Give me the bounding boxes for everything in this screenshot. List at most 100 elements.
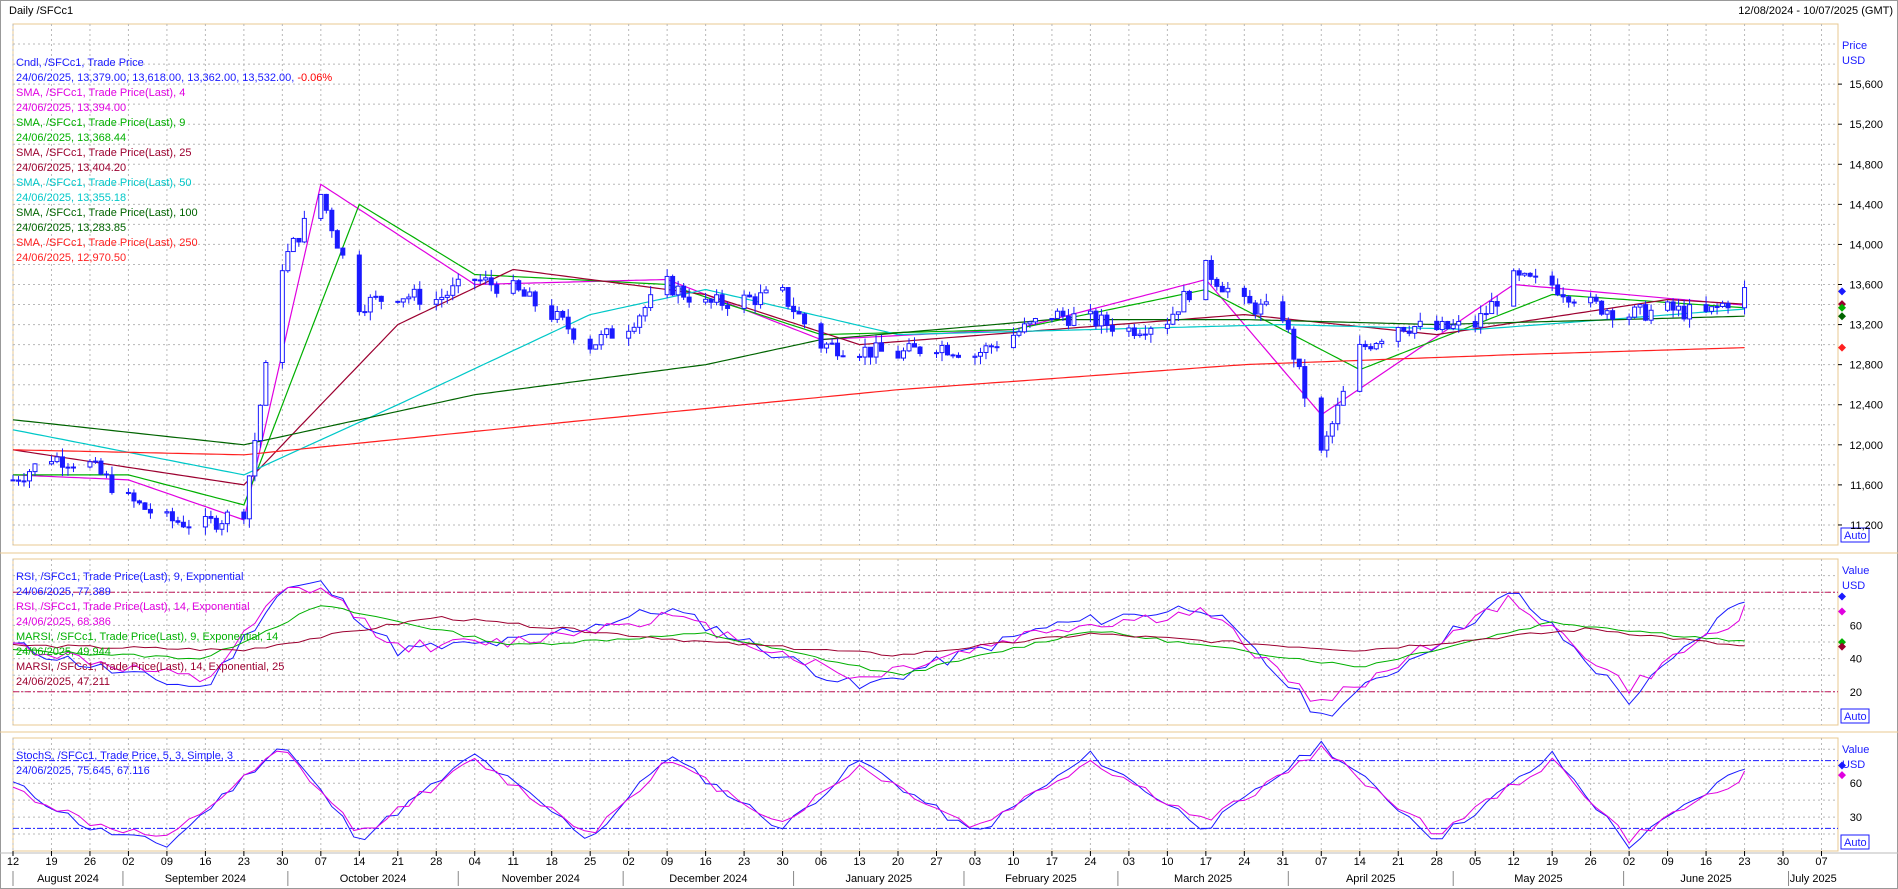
value-marker bbox=[1838, 343, 1846, 352]
candle-body bbox=[1021, 323, 1027, 333]
candle-body bbox=[950, 354, 956, 357]
stoch-d-line bbox=[12, 744, 1746, 844]
candle-body bbox=[1098, 314, 1104, 327]
candle-body bbox=[1632, 306, 1638, 318]
candle-body bbox=[1071, 313, 1077, 326]
candle-body bbox=[48, 461, 54, 465]
candle-body bbox=[1373, 343, 1379, 350]
rsi-tick-label: 60 bbox=[1850, 620, 1862, 632]
x-tick-label: 18 bbox=[546, 856, 558, 868]
candle-body bbox=[1258, 303, 1264, 315]
candle-body bbox=[1181, 290, 1187, 313]
price-tick-label: 15,200 bbox=[1849, 119, 1883, 131]
candle-body bbox=[895, 350, 901, 359]
candle-body bbox=[1060, 310, 1066, 317]
candle-body bbox=[631, 326, 637, 332]
candle-body bbox=[1742, 287, 1748, 309]
candle-body bbox=[1610, 310, 1616, 320]
candle-body bbox=[417, 288, 423, 305]
candle-body bbox=[521, 289, 527, 297]
last-value-markers bbox=[1838, 287, 1846, 780]
candle-body bbox=[708, 298, 714, 303]
x-tick-label: 16 bbox=[699, 856, 711, 868]
candle-body bbox=[1340, 390, 1346, 406]
candle-body bbox=[725, 304, 731, 309]
rsi-legend-line: 24/06/2025, 47.211 bbox=[16, 676, 110, 688]
candle-body bbox=[1049, 317, 1055, 320]
price-axis-title: Price bbox=[1842, 40, 1867, 52]
rsi-legend-line: RSI, /SFCc1, Trade Price(Last), 14, Expo… bbox=[16, 601, 250, 613]
candle-body bbox=[70, 466, 76, 469]
stoch-auto-button[interactable]: Auto bbox=[1840, 834, 1870, 850]
chart-header-right: 12/08/2024 - 10/07/2025 (GMT) bbox=[1738, 5, 1893, 17]
candle-body bbox=[290, 237, 296, 253]
x-tick-label: 19 bbox=[45, 856, 57, 868]
price-axis-ticks: 15,600 15,200 14,800 14,400 14,000 13,600 13,2… bbox=[1838, 79, 1883, 532]
candle-body bbox=[1676, 305, 1682, 311]
candle-body bbox=[1302, 366, 1308, 399]
x-tick-label: 30 bbox=[776, 856, 788, 868]
rsi-axis-unit: USD bbox=[1842, 580, 1865, 592]
x-tick-label: 17 bbox=[1046, 856, 1058, 868]
candle-body bbox=[835, 342, 841, 357]
x-tick-label: 02 bbox=[122, 856, 134, 868]
candle-body bbox=[224, 511, 230, 525]
candle-body bbox=[208, 516, 214, 519]
candle-body bbox=[664, 275, 670, 296]
candle-body bbox=[554, 310, 560, 320]
rsi-axis-title: Value bbox=[1842, 565, 1869, 577]
candle-body bbox=[411, 288, 417, 298]
candle-body bbox=[32, 463, 38, 473]
sma-25-line bbox=[12, 268, 1745, 486]
value-marker bbox=[1838, 642, 1846, 651]
rsi-legend-line: 24/06/2025, 68.386 bbox=[16, 616, 111, 628]
price-legend-line: SMA, /SFCc1, Trade Price(Last), 25 bbox=[16, 147, 191, 159]
x-tick-label: 14 bbox=[353, 856, 365, 868]
stoch-auto-label: Auto bbox=[1844, 837, 1867, 849]
candle-body bbox=[1395, 326, 1401, 342]
rsi-14-line bbox=[12, 586, 1746, 702]
chart-header-left: Daily /SFCc1 bbox=[9, 5, 73, 17]
x-tick-label: 24 bbox=[1238, 856, 1250, 868]
candle-body bbox=[202, 516, 208, 528]
price-legend-line: SMA, /SFCc1, Trade Price(Last), 100 bbox=[16, 207, 198, 219]
candle-body bbox=[54, 456, 60, 463]
price-auto-label: Auto bbox=[1844, 530, 1867, 542]
stoch-k-line bbox=[12, 740, 1745, 849]
candle-body bbox=[1637, 304, 1643, 308]
candle-body bbox=[367, 296, 373, 313]
candle-body bbox=[125, 491, 131, 494]
candle-body bbox=[516, 280, 522, 291]
value-marker bbox=[1838, 638, 1846, 647]
price-legend-line: 24/06/2025, 12,970.50 bbox=[16, 252, 126, 264]
candle-body bbox=[334, 230, 340, 249]
candle-body bbox=[180, 521, 186, 528]
month-label: November 2024 bbox=[502, 873, 580, 885]
candle-body bbox=[21, 480, 27, 483]
value-marker bbox=[1838, 303, 1846, 312]
price-legend: Cndl, /SFCc1, Trade Price 24/06/2025, 13,… bbox=[16, 57, 332, 264]
candle-body bbox=[1566, 296, 1572, 303]
candle-body bbox=[983, 345, 989, 353]
price-auto-button[interactable]: Auto bbox=[1840, 527, 1870, 543]
x-tick-label: 27 bbox=[930, 856, 942, 868]
candle-body bbox=[285, 251, 291, 272]
price-tick-label: 12,800 bbox=[1849, 360, 1883, 372]
candle-body bbox=[1065, 315, 1071, 326]
candle-body bbox=[1379, 340, 1385, 345]
month-label: June 2025 bbox=[1680, 873, 1731, 885]
x-tick-label: 31 bbox=[1277, 856, 1289, 868]
rsi-auto-button[interactable]: Auto bbox=[1840, 708, 1870, 724]
candle-body bbox=[373, 295, 379, 298]
x-tick-label: 12 bbox=[1508, 856, 1520, 868]
legend-change: -0.06% bbox=[297, 72, 332, 84]
candle-body bbox=[637, 315, 643, 328]
candle-body bbox=[1170, 313, 1176, 325]
candle-body bbox=[186, 526, 192, 529]
value-marker bbox=[1838, 607, 1846, 616]
panel-frames bbox=[0, 23, 1898, 854]
candle-body bbox=[356, 254, 362, 313]
x-tick-label: 17 bbox=[1200, 856, 1212, 868]
candle-body bbox=[532, 291, 538, 307]
candle-body bbox=[642, 307, 648, 317]
